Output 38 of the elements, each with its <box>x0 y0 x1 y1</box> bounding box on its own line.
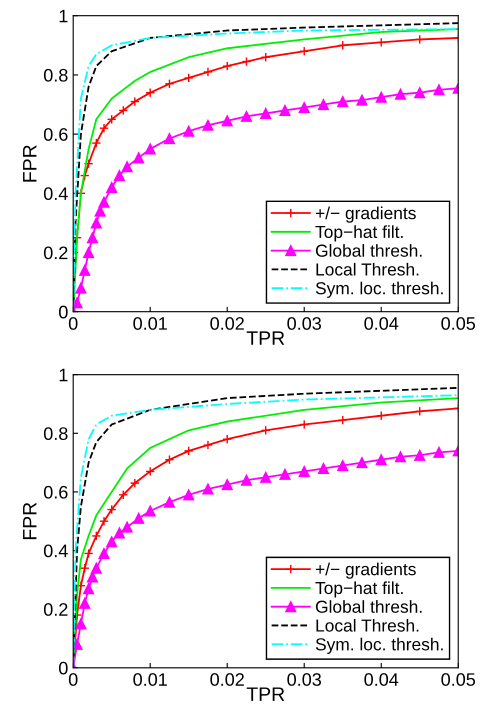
y-tick-label: 0.4 <box>44 187 68 200</box>
legend-label: +/− gradients <box>316 562 416 579</box>
x-axis-title: TPR <box>246 687 284 701</box>
x-tick-label: 0.03 <box>287 673 321 686</box>
y-tick-label: 0 <box>59 662 68 675</box>
x-tick-label: 0 <box>68 673 78 686</box>
legend-label: Global thresh. <box>316 600 422 613</box>
x-tick-label: 0.01 <box>133 673 167 686</box>
x-tick-label: 0 <box>68 317 78 330</box>
legend-label: Sym. loc. thresh. <box>316 638 443 654</box>
legend-label: +/− gradients <box>316 206 416 223</box>
y-tick-label: 0.8 <box>44 68 68 82</box>
x-tick-label: 0.04 <box>364 673 398 686</box>
y-tick-label: 0.4 <box>44 544 68 558</box>
x-tick-label: 0.04 <box>364 317 398 330</box>
y-tick-label: 0.6 <box>44 128 68 141</box>
y-tick-label: 0.2 <box>44 246 68 260</box>
legend-label: Local Thresh. <box>316 618 418 632</box>
legend-label: Sym. loc. thresh. <box>316 282 443 298</box>
legend-label: Top−hat filt. <box>315 581 403 598</box>
legend-label: Top−hat filt. <box>315 225 403 242</box>
y-tick-label: 0.8 <box>44 427 68 440</box>
y-axis-title: FPR <box>23 145 36 182</box>
y-tick-label: 1 <box>60 368 68 382</box>
x-tick-label: 0.05 <box>441 673 476 686</box>
y-tick-label: 0 <box>59 306 68 318</box>
legend-label: Local Thresh. <box>316 262 418 276</box>
y-tick-label: 1 <box>60 10 68 22</box>
x-tick-label: 0.02 <box>210 317 244 330</box>
x-tick-label: 0.03 <box>287 317 321 330</box>
x-tick-label: 0.05 <box>441 317 476 330</box>
x-axis-title: TPR <box>246 331 284 345</box>
x-tick-label: 0.02 <box>210 673 244 686</box>
y-tick-label: 0.2 <box>44 603 68 616</box>
x-tick-label: 0.01 <box>133 317 167 330</box>
legend-label: Global thresh. <box>316 244 422 257</box>
y-tick-label: 0.6 <box>44 486 68 499</box>
y-axis-title: FPR <box>23 502 36 540</box>
